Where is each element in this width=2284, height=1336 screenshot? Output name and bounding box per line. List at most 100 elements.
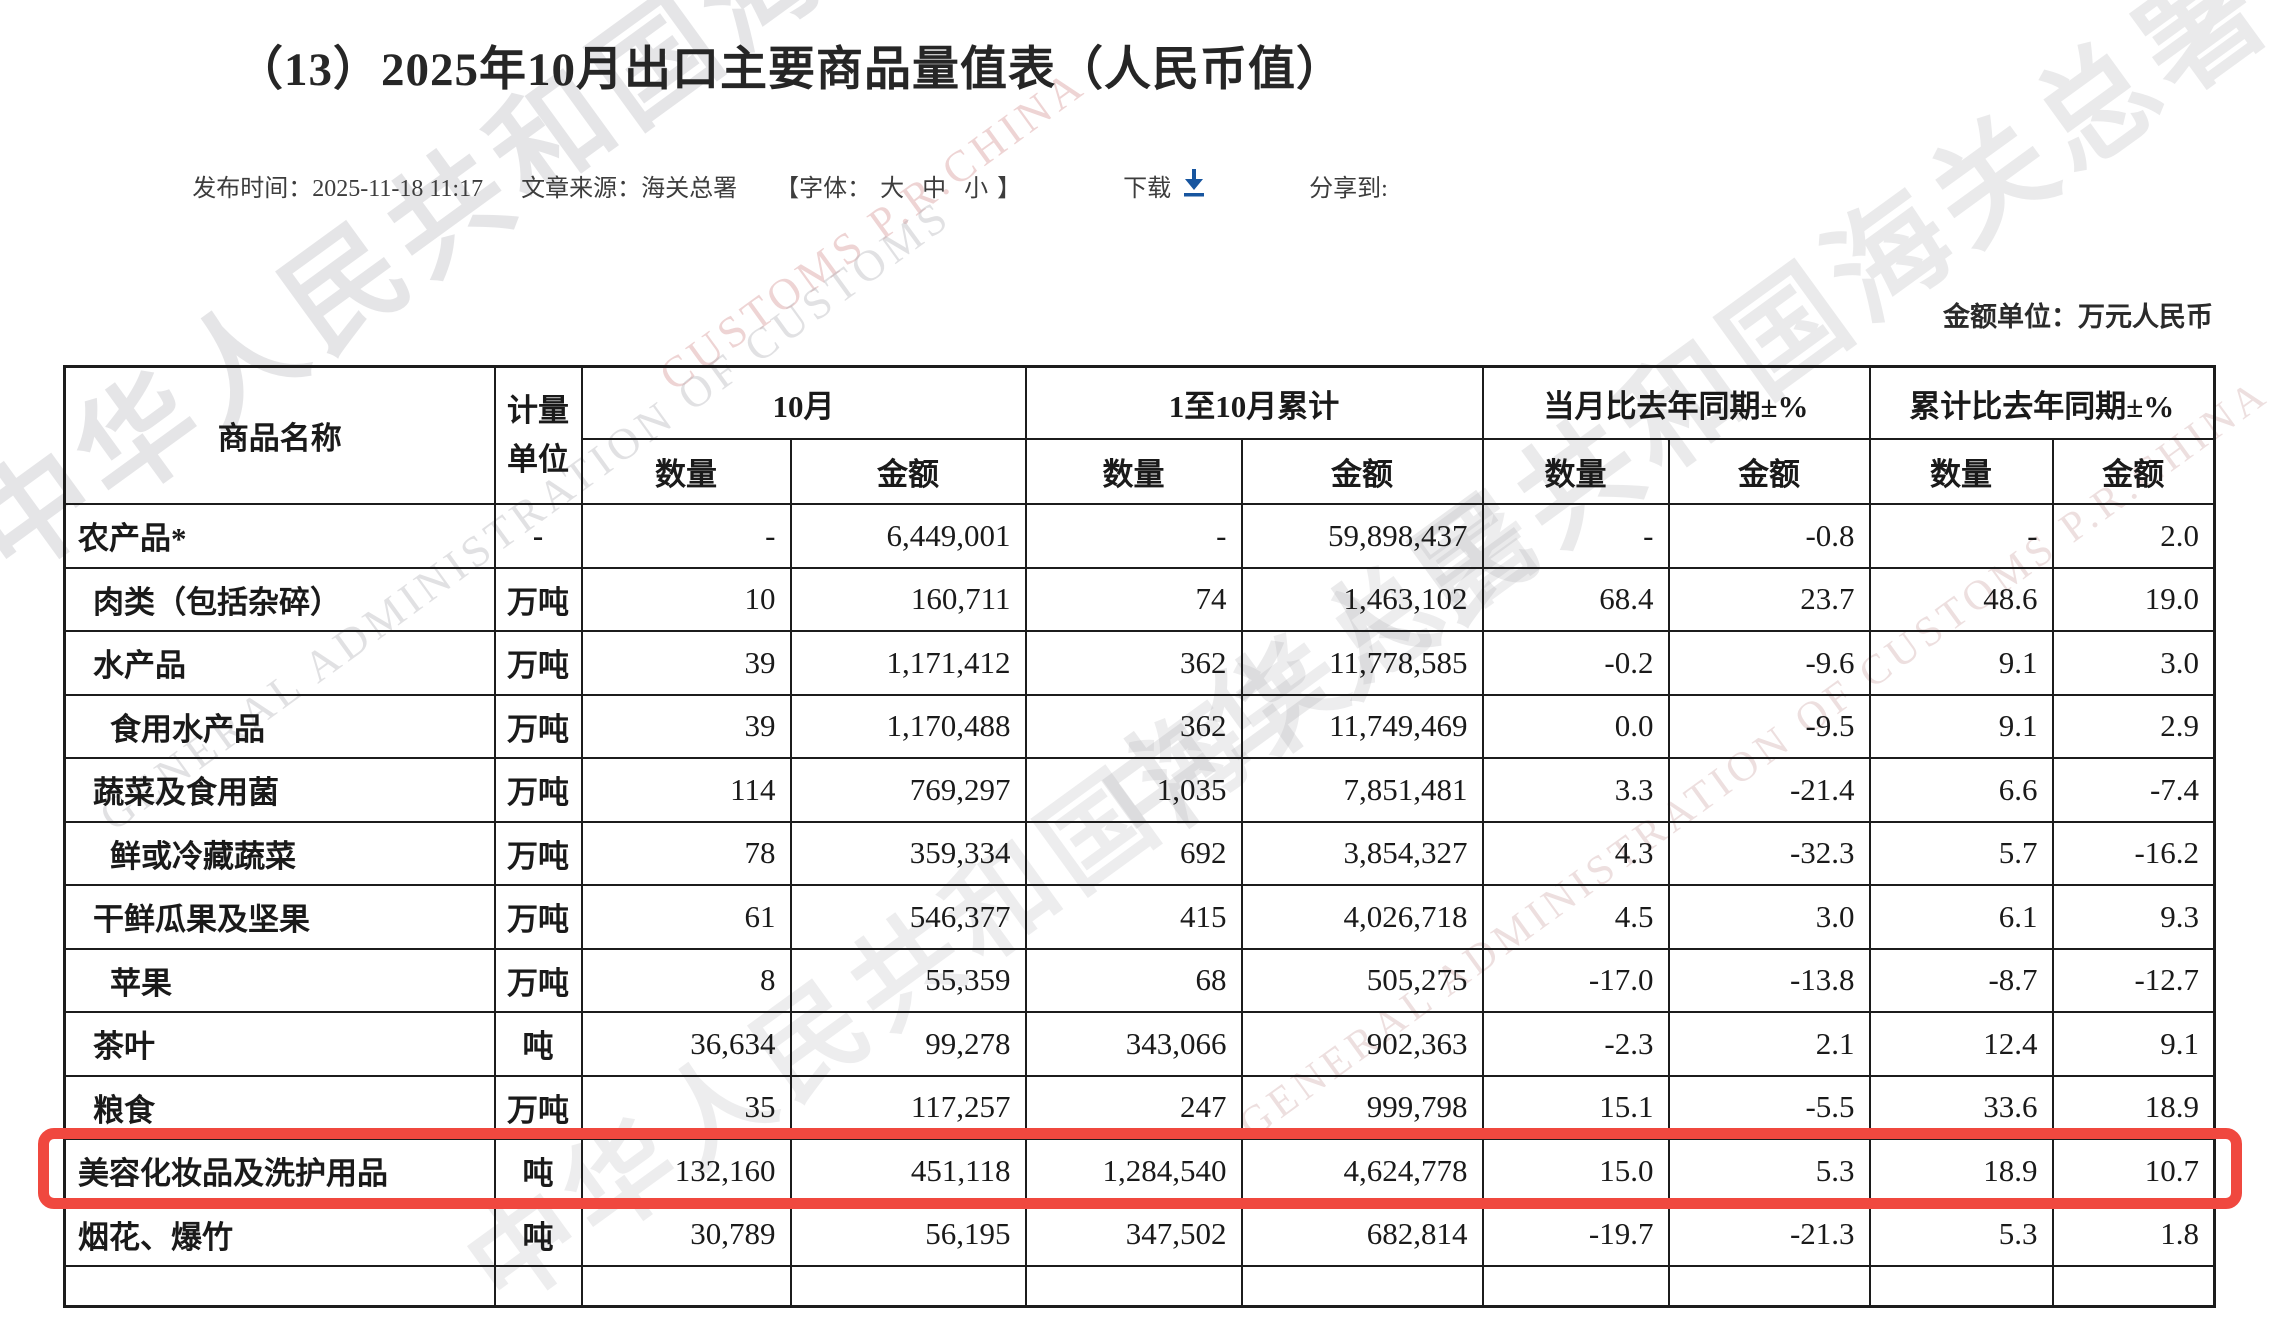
- download-arrow-icon[interactable]: [1181, 167, 1207, 204]
- value-cell: 1.8: [2051, 1201, 2216, 1267]
- article-source-value: 海关总署: [641, 176, 738, 202]
- value-cell: -21.3: [1667, 1201, 1871, 1267]
- table-row: 烟花、爆竹吨 30,789 56,195 347,502 682,814 -19.7 -21…: [63, 1201, 2216, 1267]
- value-cell: 4,026,718: [1240, 884, 1484, 950]
- value-cell: 2.1: [1667, 1011, 1871, 1077]
- header-group-cumulative: 1至10月累计: [1024, 365, 1484, 440]
- value-cell: 10: [580, 566, 792, 632]
- value-cell: 4.3: [1481, 820, 1670, 886]
- value-cell: 6.6: [1868, 757, 2054, 823]
- value-cell: 769,297: [789, 757, 1027, 823]
- font-control-label: 【字体：: [775, 176, 872, 202]
- value-cell: 30,789: [580, 1201, 792, 1267]
- table-row: 肉类（包括杂碎） 万吨 10 160,711 74 1,463,102 68.4 23.7 48…: [63, 566, 2216, 632]
- table-row: 蔬菜及食用菌 万吨 114 769,297 1,035 7,851,481 3.3 -21.4…: [63, 757, 2216, 823]
- unit-cell: 万吨: [493, 693, 583, 759]
- empty-cell: [1667, 1265, 1871, 1307]
- value-cell: 15.0: [1481, 1138, 1670, 1204]
- value-cell: 55,359: [789, 947, 1027, 1013]
- article-source: 文章来源：海关总署: [521, 168, 737, 203]
- header-group-cumulative-yoy: 累计比去年同期±%: [1868, 365, 2216, 440]
- header-group-october: 10月: [580, 365, 1027, 440]
- value-cell: 362: [1024, 693, 1243, 759]
- publish-time-label: 发布时间：: [192, 176, 313, 202]
- value-cell: -0.8: [1667, 503, 1871, 569]
- download-button[interactable]: 下载: [1123, 167, 1207, 204]
- unit-cell: 吨: [493, 1201, 583, 1267]
- table-row: 粮食 万吨 35 117,257 247 999,798 15.1 -5.5 33.6 18.9: [63, 1074, 2216, 1140]
- value-cell: 5.7: [1868, 820, 2054, 886]
- unit-cell: 万吨: [493, 566, 583, 632]
- unit-cell: 万吨: [493, 884, 583, 950]
- value-cell: 114: [580, 757, 792, 823]
- value-cell: 33.6: [1868, 1074, 2054, 1140]
- empty-cell: [63, 1265, 496, 1307]
- value-cell: -0.2: [1481, 630, 1670, 696]
- value-cell: -2.3: [1481, 1011, 1670, 1077]
- font-size-small-button[interactable]: 小: [964, 176, 989, 202]
- value-cell: 11,778,585: [1240, 630, 1484, 696]
- share-label: 分享到:: [1309, 176, 1388, 202]
- table-row: 美容化妆品及洗护用品吨 132,160 451,118 1,284,540 4,624,…: [63, 1138, 2216, 1204]
- article-source-label: 文章来源：: [521, 176, 642, 202]
- table-row: 农产品* - -6,449,001-59,898,437- -0.8-2.0: [63, 503, 2216, 569]
- subheader-quantity: 数量: [1024, 438, 1243, 505]
- unit-cell: 吨: [493, 1138, 583, 1204]
- commodity-name: 肉类（包括杂碎）: [63, 566, 496, 632]
- value-cell: -5.5: [1667, 1074, 1871, 1140]
- value-cell: 1,284,540: [1024, 1138, 1243, 1204]
- subheader-amount: 金额: [1240, 438, 1484, 505]
- value-cell: 247: [1024, 1074, 1243, 1140]
- commodity-name: 烟花、爆竹: [63, 1201, 496, 1267]
- subheader-amount: 金额: [789, 438, 1027, 505]
- font-size-medium-button[interactable]: 中: [922, 176, 947, 202]
- value-cell: -12.7: [2051, 947, 2216, 1013]
- value-cell: 999,798: [1240, 1074, 1484, 1140]
- header-unit-line2: 单位: [507, 441, 569, 477]
- value-cell: 3.3: [1481, 757, 1670, 823]
- value-cell: 4.5: [1481, 884, 1670, 950]
- unit-cell: 万吨: [493, 820, 583, 886]
- subheader-quantity: 数量: [580, 438, 792, 505]
- download-label: 下载: [1123, 176, 1172, 202]
- table-row: 干鲜瓜果及坚果 万吨 61 546,377 415 4,026,718 4.5 3.0 6.1 9…: [63, 884, 2216, 950]
- article-meta: 发布时间：2025-11-18 11:17 文章来源：海关总署 【字体： 大中小】…: [0, 167, 1580, 204]
- value-cell: 36,634: [580, 1011, 792, 1077]
- value-cell: -17.0: [1481, 947, 1670, 1013]
- value-cell: 59,898,437: [1240, 503, 1484, 569]
- value-cell: 48.6: [1868, 566, 2054, 632]
- header-group-month-yoy: 当月比去年同期±%: [1481, 365, 1871, 440]
- value-cell: 5.3: [1667, 1138, 1871, 1204]
- value-cell: 7,851,481: [1240, 757, 1484, 823]
- font-size-large-button[interactable]: 大: [880, 176, 905, 202]
- value-cell: 15.1: [1481, 1074, 1670, 1140]
- value-cell: 39: [580, 630, 792, 696]
- commodity-name: 干鲜瓜果及坚果: [63, 884, 496, 950]
- value-cell: -32.3: [1667, 820, 1871, 886]
- value-cell: 2.0: [2051, 503, 2216, 569]
- commodity-name: 农产品*: [63, 503, 496, 569]
- value-cell: 415: [1024, 884, 1243, 950]
- value-cell: 4,624,778: [1240, 1138, 1484, 1204]
- value-cell: 2.9: [2051, 693, 2216, 759]
- commodity-name: 食用水产品: [63, 693, 496, 759]
- empty-cell: [493, 1265, 583, 1307]
- unit-cell: 万吨: [493, 757, 583, 823]
- value-cell: 12.4: [1868, 1011, 2054, 1077]
- value-cell: 692: [1024, 820, 1243, 886]
- value-cell: -: [580, 503, 792, 569]
- value-cell: -: [1481, 503, 1670, 569]
- value-cell: -: [1868, 503, 2054, 569]
- value-cell: -16.2: [2051, 820, 2216, 886]
- table-row: 食用水产品 万吨 39 1,170,488 362 11,749,469 0.0 -9.5 9.…: [63, 693, 2216, 759]
- value-cell: -9.6: [1667, 630, 1871, 696]
- value-cell: 3,854,327: [1240, 820, 1484, 886]
- subheader-quantity: 数量: [1481, 438, 1670, 505]
- subheader-amount: 金额: [2051, 438, 2216, 505]
- value-cell: 68.4: [1481, 566, 1670, 632]
- value-cell: 3.0: [1667, 884, 1871, 950]
- commodity-name: 粮食: [63, 1074, 496, 1140]
- commodity-name: 水产品: [63, 630, 496, 696]
- commodity-table-wrap: 商品名称 计量 单位 10月 1至10月累计 当月比去年同期±% 累计比去年同期±…: [63, 365, 2217, 1308]
- empty-cell: [1024, 1265, 1243, 1307]
